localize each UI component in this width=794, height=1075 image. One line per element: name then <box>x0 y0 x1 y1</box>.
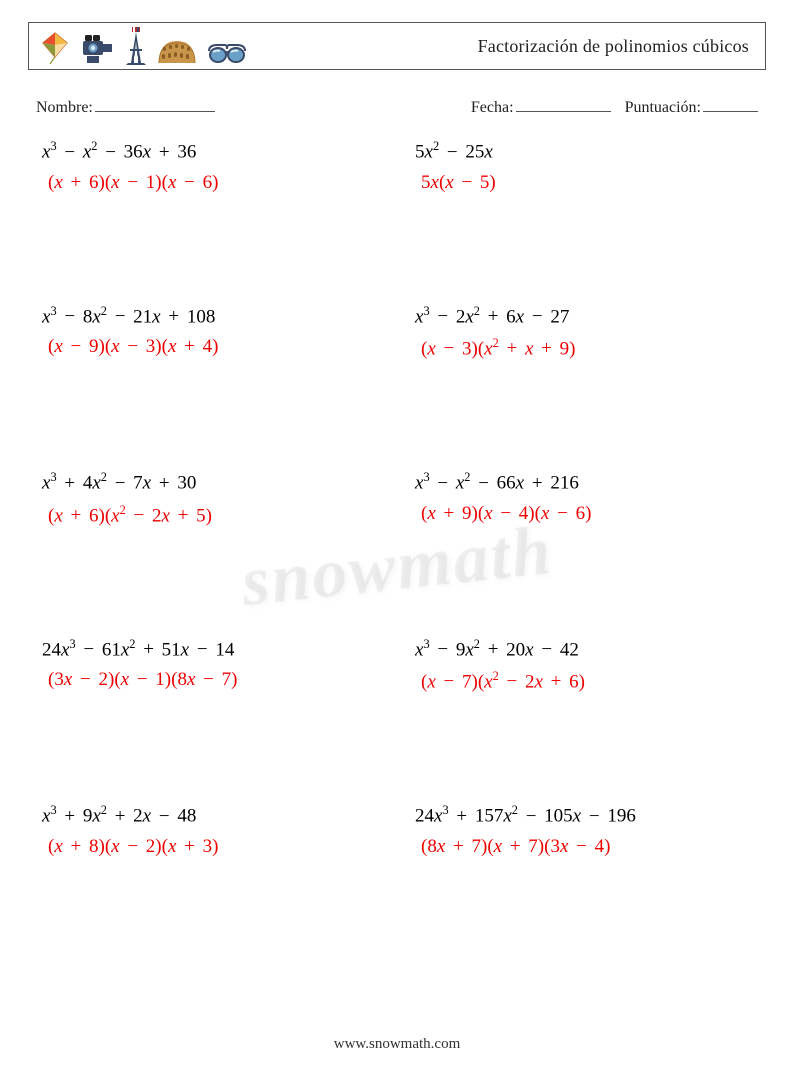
name-blank <box>95 96 215 112</box>
problem-2-question: 5x2 − 25x <box>415 139 758 163</box>
problem-1: x3 − x2 − 36x + 36 (x + 6)(x − 1)(x − 6) <box>42 139 385 193</box>
name-label: Nombre: <box>36 99 93 116</box>
problem-10-question: 24x3 + 157x2 − 105x − 196 <box>415 803 758 827</box>
problem-7: 24x3 − 61x2 + 51x − 14 (3x − 2)(x − 1)(8x… <box>42 637 385 694</box>
date-field: Fecha: <box>471 96 611 117</box>
problem-5: x3 + 4x2 − 7x + 30 (x + 6)(x2 − 2x + 5) <box>42 470 385 527</box>
problem-2-answer: 5x(x − 5) <box>415 172 758 194</box>
header-icon-row <box>39 27 247 65</box>
problem-9-question: x3 + 9x2 + 2x − 48 <box>42 803 385 827</box>
problem-6-answer: (x + 9)(x − 4)(x − 6) <box>415 503 758 525</box>
camera-icon <box>81 33 115 65</box>
name-field: Nombre: <box>36 96 471 117</box>
score-label: Puntuación: <box>625 99 701 116</box>
score-blank <box>703 96 758 112</box>
problem-6: x3 − x2 − 66x + 216 (x + 9)(x − 4)(x − 6) <box>415 470 758 527</box>
sunglasses-icon <box>207 43 247 65</box>
problem-9-answer: (x + 8)(x − 2)(x + 3) <box>42 836 385 858</box>
date-blank <box>516 96 611 112</box>
eiffel-icon <box>125 27 147 65</box>
problem-4: x3 − 2x2 + 6x − 27 (x − 3)(x2 + x + 9) <box>415 304 758 361</box>
date-label: Fecha: <box>471 99 514 116</box>
score-field: Puntuación: <box>625 96 758 117</box>
problem-4-answer: (x − 3)(x2 + x + 9) <box>415 336 758 360</box>
problem-9: x3 + 9x2 + 2x − 48 (x + 8)(x − 2)(x + 3) <box>42 803 385 857</box>
problem-5-answer: (x + 6)(x2 − 2x + 5) <box>42 503 385 527</box>
problem-7-answer: (3x − 2)(x − 1)(8x − 7) <box>42 669 385 691</box>
problem-3-question: x3 − 8x2 − 21x + 108 <box>42 304 385 328</box>
problem-7-question: 24x3 − 61x2 + 51x − 14 <box>42 637 385 661</box>
problems-grid: x3 − x2 − 36x + 36 (x + 6)(x − 1)(x − 6) 5… <box>42 139 758 858</box>
problem-10-answer: (8x + 7)(x + 7)(3x − 4) <box>415 836 758 858</box>
problem-3-answer: (x − 9)(x − 3)(x + 4) <box>42 336 385 358</box>
problem-8-answer: (x − 7)(x2 − 2x + 6) <box>415 669 758 693</box>
page-title: Factorización de polinomios cúbicos <box>478 36 749 57</box>
problem-8-question: x3 − 9x2 + 20x − 42 <box>415 637 758 661</box>
problem-1-answer: (x + 6)(x − 1)(x − 6) <box>42 172 385 194</box>
meta-line: Nombre: Fecha: Puntuación: <box>36 96 758 117</box>
problem-5-question: x3 + 4x2 − 7x + 30 <box>42 470 385 494</box>
problem-3: x3 − 8x2 − 21x + 108 (x − 9)(x − 3)(x + 4… <box>42 304 385 361</box>
kite-icon <box>39 31 71 65</box>
problem-4-question: x3 − 2x2 + 6x − 27 <box>415 304 758 328</box>
problem-10: 24x3 + 157x2 − 105x − 196 (8x + 7)(x + 7)… <box>415 803 758 857</box>
problem-6-question: x3 − x2 − 66x + 216 <box>415 470 758 494</box>
problem-1-question: x3 − x2 − 36x + 36 <box>42 139 385 163</box>
footer-url: www.snowmath.com <box>0 1036 794 1053</box>
problem-8: x3 − 9x2 + 20x − 42 (x − 7)(x2 − 2x + 6) <box>415 637 758 694</box>
problem-2: 5x2 − 25x 5x(x − 5) <box>415 139 758 193</box>
colosseum-icon <box>157 35 197 65</box>
header-box: Factorización de polinomios cúbicos <box>28 22 766 70</box>
